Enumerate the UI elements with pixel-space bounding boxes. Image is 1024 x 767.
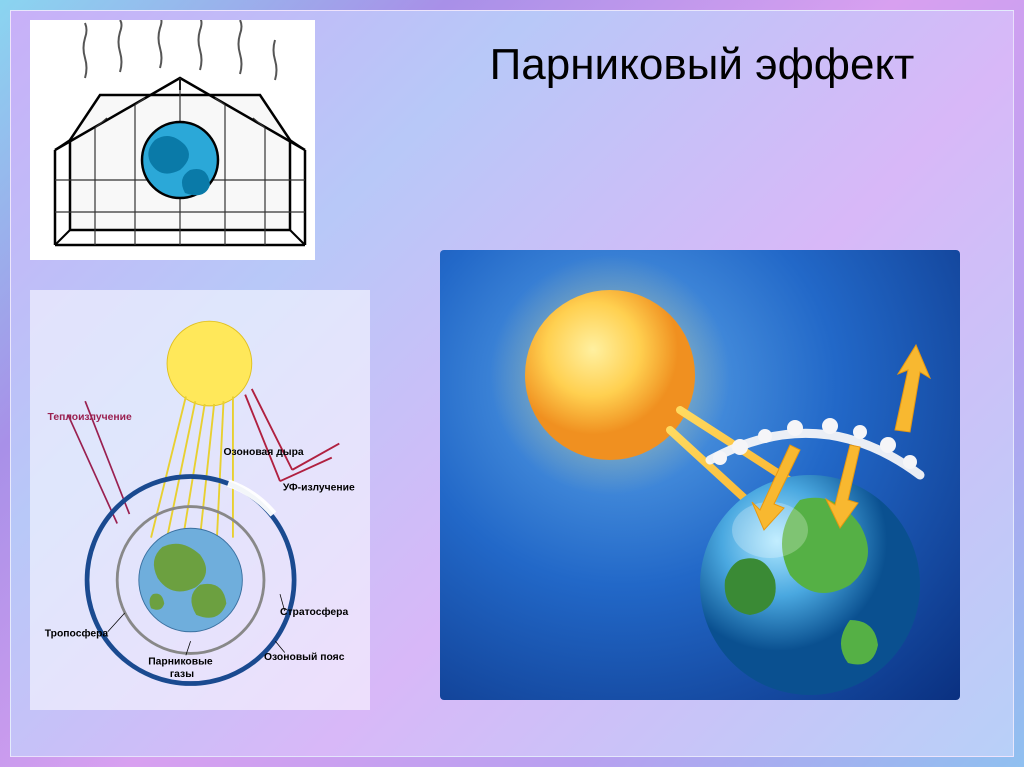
sunearth-svg xyxy=(440,250,960,700)
atmosphere-diagram: Теплоизлучение Озоновая дыра УФ-излучени… xyxy=(30,290,370,710)
page-title: Парниковый эффект xyxy=(420,40,984,90)
atmosphere-svg: Теплоизлучение Озоновая дыра УФ-излучени… xyxy=(40,300,360,700)
label-greenhouse-gases-2: газы xyxy=(170,669,194,680)
label-troposphere: Тропосфера xyxy=(45,627,109,639)
ozone-hole xyxy=(228,483,273,514)
greenhouse-earth-icon xyxy=(142,122,218,198)
label-heat-radiation: Теплоизлучение xyxy=(48,412,132,423)
atmosphere-sun-icon xyxy=(167,321,252,406)
sunearth-earth-icon xyxy=(700,475,920,695)
greenhouse-svg xyxy=(30,20,315,260)
label-ozone-belt: Озоновый пояс xyxy=(264,652,345,663)
label-stratosphere: Стратосфера xyxy=(280,606,348,618)
label-ozone-hole: Озоновая дыра xyxy=(224,447,304,458)
greenhouse-illustration xyxy=(30,20,315,260)
atmosphere-earth-icon xyxy=(139,528,243,632)
heat-waves xyxy=(84,20,277,80)
atmosphere-cloud-arc xyxy=(710,418,920,475)
uv-rays xyxy=(245,389,339,481)
label-uv-radiation: УФ-излучение xyxy=(283,483,355,494)
sun-earth-diagram xyxy=(440,250,960,700)
label-greenhouse-gases-1: Парниковые xyxy=(148,657,213,668)
sun-rays xyxy=(151,396,233,537)
